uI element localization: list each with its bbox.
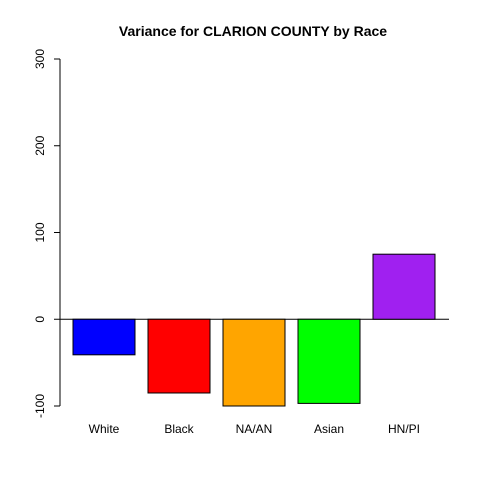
x-category-label: White	[89, 422, 120, 436]
bar-asian	[297, 318, 361, 404]
category-labels: White Black NA/AN Asian HN/PI	[89, 422, 420, 436]
y-axis: -100 0 100 200 300	[33, 49, 61, 418]
bar-white	[72, 318, 136, 356]
y-tick-label: 200	[33, 135, 47, 155]
bars-group	[72, 253, 436, 407]
x-category-label: Black	[164, 422, 194, 436]
bar-black	[147, 318, 211, 394]
x-category-label: HN/PI	[388, 422, 420, 436]
y-tick-label: 0	[33, 316, 47, 323]
y-tick-label: -100	[33, 394, 47, 418]
chart-title: Variance for CLARION COUNTY by Race	[119, 23, 387, 39]
x-category-label: Asian	[314, 422, 344, 436]
bar-na-an	[222, 318, 286, 407]
y-tick-label: 300	[33, 49, 47, 69]
x-category-label: NA/AN	[236, 422, 273, 436]
y-tick-label: 100	[33, 222, 47, 242]
bar-hn-pi	[372, 253, 436, 320]
